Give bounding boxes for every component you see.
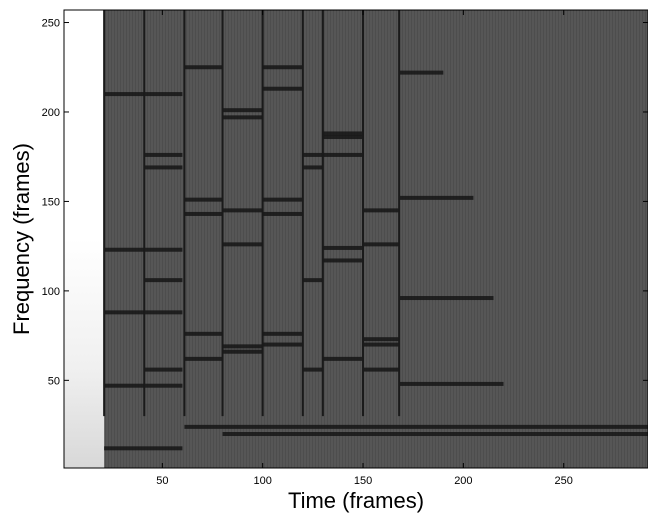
harmonic-line	[222, 208, 263, 213]
harmonic-line	[302, 152, 323, 157]
spectrogram-background	[64, 10, 648, 468]
harmonic-line	[322, 152, 364, 157]
harmonic-line	[144, 367, 183, 372]
harmonic-line	[222, 108, 263, 113]
spectrogram-onsets	[103, 10, 401, 417]
harmonic-line	[104, 446, 183, 451]
harmonic-line	[399, 296, 494, 301]
y-tick-label: 100	[42, 286, 60, 298]
harmonic-line	[104, 247, 183, 252]
harmonic-line	[104, 383, 183, 388]
harmonic-line	[144, 165, 183, 170]
harmonic-line	[144, 152, 183, 157]
harmonic-line	[184, 424, 648, 429]
harmonic-line	[363, 242, 400, 247]
harmonic-line	[262, 86, 303, 91]
harmonic-line	[222, 344, 263, 349]
x-tick-label: 50	[156, 475, 168, 487]
x-tick-label: 250	[555, 475, 573, 487]
spectrogram-harmonics	[104, 65, 648, 451]
harmonic-line	[399, 70, 444, 75]
plot-frame	[63, 9, 648, 469]
harmonic-line	[104, 92, 183, 97]
harmonic-line	[222, 115, 263, 120]
harmonic-line	[322, 258, 364, 263]
harmonic-line	[184, 331, 223, 336]
blank-region	[64, 10, 105, 468]
harmonic-line	[322, 131, 364, 136]
x-axis-title: Time (frames)	[288, 488, 424, 513]
harmonic-line	[322, 135, 364, 140]
y-tick-label: 50	[48, 375, 60, 387]
harmonic-line	[184, 211, 223, 216]
harmonic-line	[302, 165, 323, 170]
harmonic-line	[222, 349, 263, 354]
harmonic-line	[302, 278, 323, 283]
harmonic-line	[262, 211, 303, 216]
harmonic-line	[184, 356, 223, 361]
axis-ticks: 50 100 150 200 250 50 100 150 200 250	[42, 10, 648, 487]
harmonic-line	[222, 432, 648, 437]
frame-striping	[104, 10, 648, 468]
harmonic-line	[222, 242, 263, 247]
y-axis-title: Frequency (frames)	[9, 143, 34, 335]
x-tick-label: 100	[254, 475, 272, 487]
harmonic-line	[322, 245, 364, 250]
harmonic-line	[322, 356, 364, 361]
harmonic-line	[104, 310, 183, 315]
harmonic-line	[184, 197, 223, 202]
harmonic-line	[363, 208, 400, 213]
y-tick-label: 200	[42, 107, 60, 119]
harmonic-line	[144, 278, 183, 283]
y-tick-label: 150	[42, 196, 60, 208]
harmonic-line	[363, 367, 400, 372]
harmonic-line	[262, 197, 303, 202]
harmonic-line	[262, 331, 303, 336]
plot-area	[64, 10, 648, 468]
harmonic-line	[399, 195, 474, 200]
x-tick-label: 150	[354, 475, 372, 487]
harmonic-line	[184, 65, 223, 70]
harmonic-line	[302, 367, 323, 372]
harmonic-line	[262, 342, 303, 347]
harmonic-line	[262, 65, 303, 70]
harmonic-line	[363, 337, 400, 342]
harmonic-line	[363, 342, 400, 347]
x-tick-label: 200	[454, 475, 472, 487]
harmonic-line	[399, 381, 504, 386]
y-tick-label: 250	[42, 18, 60, 30]
